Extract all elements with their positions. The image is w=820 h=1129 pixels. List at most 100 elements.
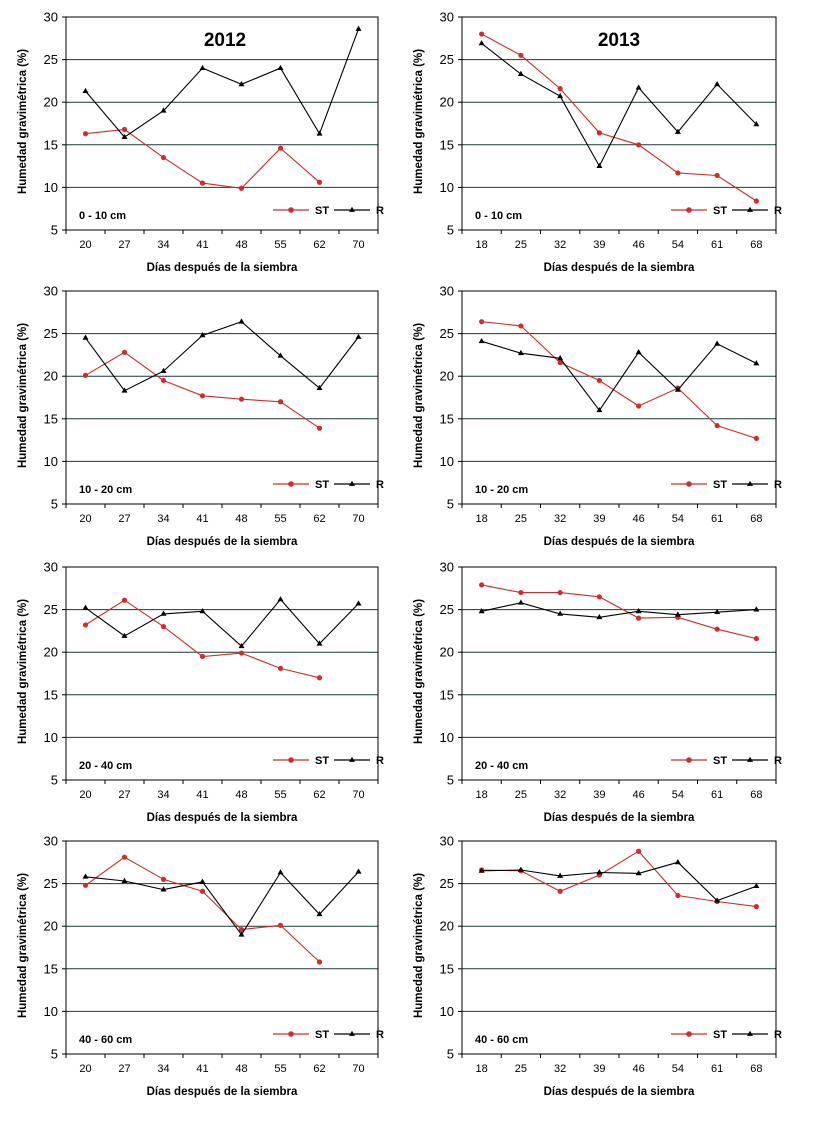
data-point-st	[714, 626, 720, 632]
y-tick-label: 30	[440, 10, 454, 25]
y-tick-label: 5	[51, 497, 58, 512]
series-line-st	[481, 850, 757, 908]
data-point-r	[82, 334, 89, 340]
x-tick-label: 32	[554, 239, 566, 251]
x-tick-label: 20	[79, 1063, 91, 1075]
chart-panel-7: 5 10 15 20 25 30 20 27 34 41 48 55 62 70 Días después …	[17, 834, 384, 1099]
data-point-r	[277, 352, 284, 358]
data-point-st	[557, 589, 563, 596]
x-tick-label: 48	[235, 513, 247, 525]
series-line-st	[481, 33, 757, 202]
legend-st-marker	[686, 757, 692, 763]
data-point-r	[635, 84, 642, 90]
data-point-st	[753, 904, 759, 910]
x-tick-label: 46	[633, 789, 645, 801]
data-point-st	[121, 349, 128, 355]
data-point-st	[753, 198, 759, 204]
y-tick-label: 10	[440, 454, 454, 469]
panel-year-title: 2012	[204, 30, 246, 51]
x-tick-label: 46	[633, 513, 645, 525]
data-point-st	[277, 922, 284, 928]
x-tick-label: 27	[118, 1063, 130, 1075]
legend-st-label: ST	[713, 1029, 727, 1041]
x-tick-label: 54	[672, 513, 684, 525]
data-point-st	[199, 888, 206, 894]
y-axis-title: Humedad gravimétrica (%)	[413, 599, 425, 744]
data-point-r	[596, 613, 603, 620]
data-point-st	[238, 396, 245, 402]
depth-label: 20 - 40 cm	[475, 760, 528, 772]
x-tick-label: 34	[157, 239, 169, 251]
y-axis-title: Humedad gravimétrica (%)	[17, 599, 29, 744]
data-point-r	[316, 910, 323, 917]
legend-r-marker	[349, 1030, 355, 1036]
data-point-r	[160, 107, 167, 113]
series-line-st	[481, 584, 757, 640]
x-axis-title: Días después de la siembra	[544, 1086, 695, 1098]
x-tick-label: 34	[157, 789, 169, 801]
y-tick-label: 20	[44, 369, 58, 384]
y-tick-label: 15	[44, 687, 58, 702]
x-tick-label: 34	[157, 1063, 169, 1075]
x-tick-label: 41	[196, 1063, 208, 1075]
depth-label: 20 - 40 cm	[79, 760, 132, 772]
y-tick-label: 20	[44, 645, 58, 660]
y-tick-label: 10	[440, 730, 454, 745]
data-point-st	[82, 372, 89, 378]
legend-st-label: ST	[315, 755, 329, 767]
data-point-st	[675, 170, 681, 176]
series-line-st	[85, 128, 320, 189]
data-point-r	[753, 606, 760, 612]
data-point-st	[238, 185, 245, 191]
data-point-r	[316, 130, 323, 136]
x-axis-title: Días después de la siembra	[147, 262, 298, 274]
data-point-st	[636, 848, 642, 854]
data-point-r	[277, 596, 284, 602]
data-point-st	[479, 582, 485, 588]
series-line-r	[481, 602, 757, 618]
series-line-r	[481, 340, 757, 412]
y-tick-label: 30	[440, 834, 454, 849]
series-line-st	[481, 321, 757, 439]
x-axis-title: Días después de la siembra	[147, 812, 298, 824]
data-point-st	[277, 665, 284, 671]
legend-r-marker	[349, 206, 355, 212]
series-line-r	[85, 598, 359, 647]
data-point-st	[518, 589, 524, 596]
x-tick-label: 54	[672, 1063, 684, 1075]
data-point-st	[636, 615, 642, 621]
y-tick-label: 30	[440, 284, 454, 299]
y-tick-label: 25	[440, 602, 454, 617]
legend-st-label: ST	[713, 479, 727, 491]
data-point-r	[674, 386, 681, 392]
chart-panel-1: 5 10 15 20 25 30 20 27 34 41 48 55 62 70 Días después …	[17, 10, 384, 275]
data-point-st	[636, 403, 642, 409]
series-line-r	[481, 861, 757, 902]
y-tick-label: 30	[44, 560, 58, 575]
y-tick-label: 25	[44, 52, 58, 67]
x-tick-label: 32	[554, 513, 566, 525]
y-axis-title: Humedad gravimétrica (%)	[17, 49, 29, 194]
y-tick-label: 15	[44, 411, 58, 426]
data-point-st	[596, 377, 602, 384]
legend-st-marker	[288, 207, 294, 213]
data-point-r	[714, 81, 721, 87]
x-tick-label: 55	[274, 1063, 286, 1075]
y-tick-label: 5	[51, 773, 58, 788]
y-tick-label: 20	[44, 95, 58, 110]
data-point-st	[753, 435, 759, 441]
x-tick-label: 55	[274, 513, 286, 525]
x-tick-label: 70	[352, 789, 364, 801]
data-point-r	[316, 384, 323, 391]
x-tick-label: 20	[79, 513, 91, 525]
y-tick-label: 5	[447, 773, 454, 788]
chart-panel-3: 5 10 15 20 25 30 20 27 34 41 48 55 62 70 Días después …	[17, 284, 384, 549]
data-point-r	[355, 600, 362, 606]
data-point-r	[160, 367, 167, 373]
data-point-r	[596, 162, 603, 168]
legend-r-label: R	[774, 205, 782, 217]
data-point-r	[238, 318, 245, 324]
data-point-r	[674, 859, 681, 865]
legend-st-label: ST	[315, 1029, 329, 1041]
data-point-r	[160, 886, 167, 892]
